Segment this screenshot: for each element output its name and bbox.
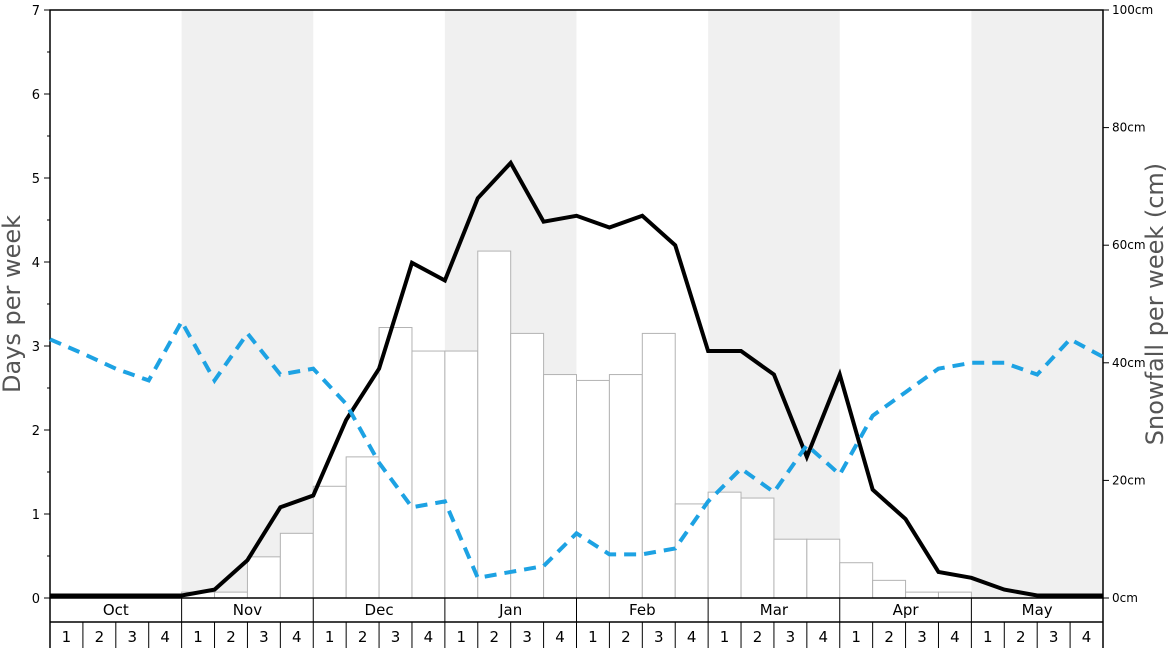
week-label: 2 [226,628,236,646]
week-label: 4 [160,628,170,646]
snowfall-bars [181,250,972,599]
week-label: 3 [522,628,532,646]
month-label-feb: Feb [629,601,656,619]
week-label: 4 [424,628,434,646]
left-tick-label: 4 [32,256,40,271]
dashed-series-line [49,317,1104,581]
month-label-jan: Jan [498,601,522,619]
week-label: 1 [720,628,730,646]
right-tick-label: 80cm [1112,121,1146,135]
week-label: 1 [325,628,335,646]
week-label: 4 [687,628,697,646]
left-axis: 0 1 2 3 4 5 6 7 [32,4,50,607]
left-axis-title: Days per week [0,215,26,393]
week-label: 3 [654,628,664,646]
month-band-nov [181,10,314,598]
week-label: 4 [819,628,829,646]
snowfall-bar [937,591,972,599]
snowfall-bar [411,350,446,599]
week-label: 1 [983,628,993,646]
week-label: 2 [489,628,499,646]
right-tick-label: 60cm [1112,238,1146,252]
week-label: 1 [193,628,203,646]
left-tick-label: 5 [32,172,40,187]
week-label: 4 [1082,628,1092,646]
month-label-oct: Oct [103,601,129,619]
snowfall-bar [477,250,512,599]
week-label: 3 [786,628,796,646]
week-label: 2 [621,628,631,646]
week-label: 1 [588,628,598,646]
snowfall-bar [608,374,643,599]
week-label: 2 [95,628,105,646]
right-tick-label: 100cm [1112,3,1153,17]
right-tick-label: 20cm [1112,473,1146,487]
snowfall-bar [806,538,841,599]
snowfall-bar [345,456,380,599]
month-row: Oct Nov Dec Jan Feb Mar Apr May [49,598,1104,648]
week-label: 2 [358,628,368,646]
week-label: 4 [292,628,302,646]
week-label: 2 [884,628,894,646]
month-label-nov: Nov [233,601,262,619]
solid-series-line [50,159,1103,598]
snowfall-bar [707,491,742,599]
right-axis: 0cm 20cm 40cm 60cm 80cm 100cm [1103,3,1153,605]
snowfall-bar [279,532,314,599]
snowfall-bar [576,379,610,599]
week-label: 4 [950,628,960,646]
month-band-may [971,10,1103,598]
week-label: 3 [391,628,401,646]
snowfall-bar [740,497,775,599]
left-tick-label: 0 [32,592,40,607]
left-tick-label: 7 [32,4,40,19]
month-label-may: May [1022,601,1053,619]
snowfall-bar [246,556,281,599]
snowfall-bar [214,591,248,599]
snowfall-bar [905,591,939,599]
left-tick-label: 1 [32,508,40,523]
right-axis-title: Snowfall per week (cm) [1141,163,1168,445]
week-label: 2 [1016,628,1026,646]
month-label-apr: Apr [893,601,920,619]
week-label: 1 [457,628,467,646]
snowfall-bar [543,374,577,599]
snowfall-bar [378,327,413,599]
snowfall-bar [674,503,709,599]
month-label-dec: Dec [365,601,394,619]
snowfall-bar [839,562,874,599]
snowfall-bar [444,350,479,599]
week-label: 3 [1049,628,1059,646]
left-tick-label: 2 [32,424,40,439]
snowfall-bar [872,579,907,599]
series-lines [49,159,1104,598]
right-tick-label: 0cm [1112,591,1138,605]
left-tick-label: 6 [32,88,40,103]
week-label: 3 [917,628,927,646]
week-label: 1 [851,628,861,646]
left-tick-label: 3 [32,340,40,355]
week-label: 1 [62,628,72,646]
week-row: 1 2 3 4 1 2 3 4 1 2 3 4 1 2 3 4 1 2 3 4 1 2 3 4 1 2 3 4 1 2 3 4 [62,622,1092,648]
week-label: 2 [753,628,763,646]
snowfall-bar [773,538,808,599]
snowfall-bar [510,332,545,599]
week-label: 3 [127,628,137,646]
snowfall-bar [641,332,676,599]
right-tick-label: 40cm [1112,356,1146,370]
snowfall-bar [312,485,347,599]
week-label: 3 [259,628,269,646]
week-label: 4 [555,628,565,646]
month-label-mar: Mar [760,601,789,619]
